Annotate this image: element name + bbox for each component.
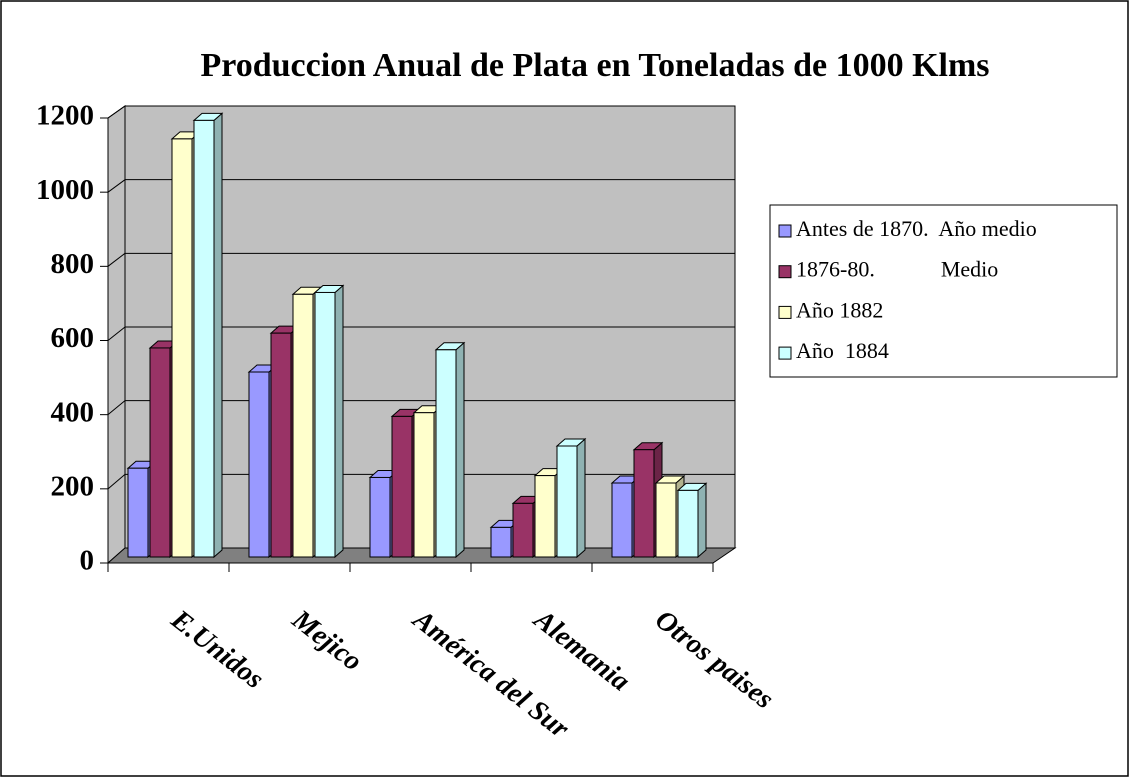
bar-front [413,412,435,558]
bar [192,112,224,559]
legend-swatch [778,305,792,319]
bar-front [248,371,270,558]
bar [676,482,708,559]
legend-label: Año 1884 [796,338,889,363]
bar-side [576,437,586,559]
bar-side [455,341,465,559]
y-tick-label: 200 [51,470,95,502]
bar-front [270,332,292,558]
bar-side [334,284,344,559]
y-tick-label: 1200 [36,100,94,132]
bar-front [611,482,633,558]
legend-label: 1876-80. Medio [796,257,998,282]
grid-line-side [107,326,126,341]
bar-front [655,482,677,558]
bar-front [149,347,171,558]
bar-front [677,489,699,558]
bar-side [697,482,707,559]
grid-line-side [107,252,126,267]
bar-front [193,119,215,558]
legend-swatch [778,346,792,360]
y-tick-label: 800 [51,248,95,280]
y-tick-label: 600 [51,322,95,354]
bar-front [391,415,413,558]
legend-label: Año 1882 [796,297,883,322]
bar-front [435,349,457,558]
grid-line-side [107,473,126,490]
bar-front [534,475,556,558]
bar-front [556,445,578,558]
bar [434,341,466,559]
bar [313,284,345,559]
bar-front [512,502,534,558]
bar-front [171,138,193,558]
grid-line-side [107,179,126,193]
grid-line-side [107,400,126,416]
bar-front [314,291,336,558]
y-tick-label: 400 [51,396,95,428]
bar-front [369,476,391,558]
bar-front [490,526,512,558]
bar [555,437,587,559]
legend-swatch [778,265,792,279]
grid-line-side [107,105,126,119]
bar-front [633,449,655,558]
chart-title: Produccion Anual de Plata en Toneladas d… [200,47,989,84]
y-tick-label: 0 [80,545,95,577]
bar-front [292,293,314,558]
side-wall [107,105,126,565]
legend [769,204,1118,378]
legend-swatch [778,224,792,238]
bar-front [127,467,149,558]
bar-side [213,112,223,559]
legend-label: Antes de 1870. Año medio [796,216,1037,241]
y-tick-label: 1000 [36,174,94,206]
